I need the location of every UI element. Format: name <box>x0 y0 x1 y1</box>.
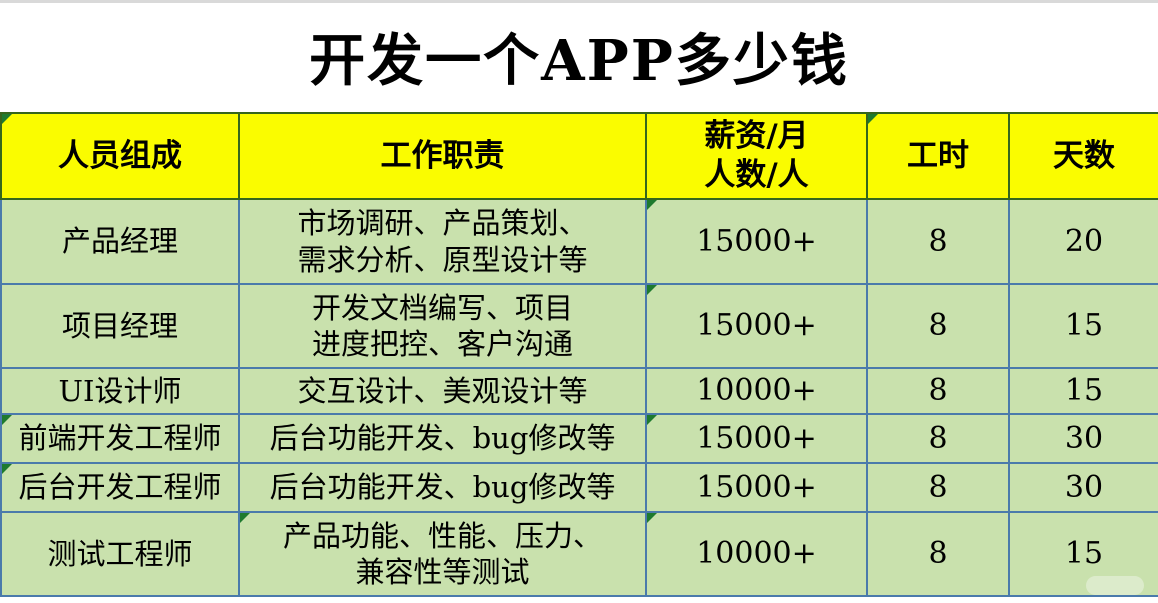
salary-value: 15000+ <box>696 420 817 456</box>
comment-indicator-icon <box>3 465 12 474</box>
cell-days: 15 <box>1008 283 1158 369</box>
comment-indicator-icon <box>869 115 878 124</box>
cell-days: 20 <box>1008 198 1158 285</box>
cell-hours: 8 <box>866 462 1010 513</box>
role-value: 前端开发工程师 <box>18 421 222 456</box>
cell-role: UI设计师 <box>0 367 240 415</box>
cell-role: 前端开发工程师 <box>0 413 240 464</box>
cell-salary: 15000+ <box>645 198 868 285</box>
header-salary: 薪资/月 人数/人 <box>645 112 868 200</box>
comment-indicator-icon <box>648 201 657 210</box>
cell-role: 项目经理 <box>0 283 240 369</box>
cell-duty: 市场调研、产品策划、 需求分析、原型设计等 <box>238 198 647 285</box>
cell-salary: 10000+ <box>645 511 868 597</box>
cell-hours: 8 <box>866 367 1010 415</box>
cell-duty: 开发文档编写、项目 进度把控、客户沟通 <box>238 283 647 369</box>
cell-salary: 10000+ <box>645 367 868 415</box>
comment-indicator-icon <box>648 286 657 295</box>
cell-hours: 8 <box>866 283 1010 369</box>
cell-duty: 后台功能开发、bug修改等 <box>238 413 647 464</box>
header-personnel: 人员组成 <box>0 112 240 200</box>
role-value: 后台开发工程师 <box>18 470 222 505</box>
page-title: 开发一个APP多少钱 <box>309 27 849 94</box>
comment-indicator-icon <box>3 115 12 124</box>
cell-hours: 8 <box>866 511 1010 597</box>
cell-salary: 15000+ <box>645 283 868 369</box>
table-header-row: 人员组成 工作职责 薪资/月 人数/人 工时 天数 <box>0 112 1158 200</box>
salary-value: 15000+ <box>696 223 817 259</box>
cell-days: 30 <box>1008 462 1158 513</box>
comment-indicator-icon <box>3 416 12 425</box>
top-edge-strip <box>0 0 1158 3</box>
cell-duty: 后台功能开发、bug修改等 <box>238 462 647 513</box>
header-label: 工作职责 <box>380 137 505 174</box>
cell-days: 30 <box>1008 413 1158 464</box>
cell-days: 15 <box>1008 367 1158 415</box>
cell-hours: 8 <box>866 198 1010 285</box>
comment-indicator-icon <box>648 514 657 523</box>
cell-role: 产品经理 <box>0 198 240 285</box>
salary-value: 10000+ <box>696 536 817 572</box>
header-hours: 工时 <box>866 112 1010 200</box>
cell-salary: 15000+ <box>645 462 868 513</box>
header-label: 人员组成 <box>58 137 182 174</box>
header-label: 薪资/月 人数/人 <box>704 118 809 193</box>
title-area: 开发一个APP多少钱 <box>0 0 1158 112</box>
table-row: 前端开发工程师 后台功能开发、bug修改等 15000+ 8 30 <box>0 413 1158 464</box>
table-row: 测试工程师 产品功能、性能、压力、 兼容性等测试 10000+ 8 15 <box>0 511 1158 597</box>
salary-value: 15000+ <box>696 308 817 344</box>
comment-indicator-icon <box>648 416 657 425</box>
cell-duty: 交互设计、美观设计等 <box>238 367 647 415</box>
header-label: 工时 <box>907 137 969 174</box>
duty-value: 产品功能、性能、压力、 兼容性等测试 <box>282 518 602 589</box>
cell-days: 15 <box>1008 511 1158 597</box>
comment-indicator-icon <box>241 514 250 523</box>
cell-role: 后台开发工程师 <box>0 462 240 513</box>
header-days: 天数 <box>1008 112 1158 200</box>
header-duty: 工作职责 <box>238 112 647 200</box>
watermark <box>1086 576 1144 595</box>
table-row: 项目经理 开发文档编写、项目 进度把控、客户沟通 15000+ 8 15 <box>0 283 1158 369</box>
cost-table: 人员组成 工作职责 薪资/月 人数/人 工时 天数 产品经理 市场调研、产品策划… <box>0 112 1158 597</box>
cell-role: 测试工程师 <box>0 511 240 597</box>
cell-salary: 15000+ <box>645 413 868 464</box>
table-row: 后台开发工程师 后台功能开发、bug修改等 15000+ 8 30 <box>0 462 1158 513</box>
cell-hours: 8 <box>866 413 1010 464</box>
cell-duty: 产品功能、性能、压力、 兼容性等测试 <box>238 511 647 597</box>
header-label: 天数 <box>1053 137 1115 174</box>
table-row: 产品经理 市场调研、产品策划、 需求分析、原型设计等 15000+ 8 20 <box>0 198 1158 285</box>
table-row: UI设计师 交互设计、美观设计等 10000+ 8 15 <box>0 367 1158 415</box>
